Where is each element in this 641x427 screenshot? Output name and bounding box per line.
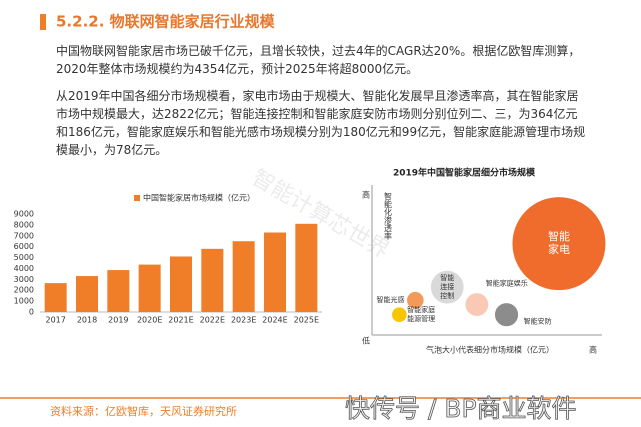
bubble bbox=[493, 302, 520, 328]
bar bbox=[201, 248, 224, 312]
y-tick-label: 5000 bbox=[14, 253, 34, 262]
bubble-label: 智能家庭能源管理 bbox=[407, 305, 435, 323]
bar bbox=[170, 256, 192, 312]
chart-title: 2019年中国智能家居细分市场规模 bbox=[393, 167, 536, 179]
bubble bbox=[511, 196, 607, 292]
paragraph: 中国物联网智能家居市场已破千亿元，且增长较快，过去4年的CAGR达20%。根据亿… bbox=[56, 44, 581, 76]
bubble-label: 智能家庭娱乐 bbox=[486, 279, 528, 288]
x-axis-label: 气泡大小代表细分市场规模（亿元） bbox=[426, 345, 554, 355]
x-tick-label: 2022E bbox=[200, 316, 225, 325]
bar bbox=[44, 283, 67, 312]
axis-end-label: 高 bbox=[362, 190, 370, 200]
bubble bbox=[406, 290, 425, 310]
bar bbox=[107, 270, 130, 312]
paragraph: 从2019年中国各细分市场规模看，家电市场由于规模大、智能化发展早且渗透率高，其… bbox=[56, 89, 586, 157]
bubble bbox=[464, 292, 490, 317]
y-tick-label: 9000 bbox=[14, 210, 34, 219]
bubble-label: 智能家电 bbox=[548, 229, 570, 256]
y-tick-label: 8000 bbox=[14, 220, 34, 229]
bar bbox=[232, 241, 255, 312]
y-tick-label: 6000 bbox=[14, 242, 34, 251]
x-tick-label: 2019 bbox=[108, 316, 128, 325]
x-tick-label: 2020E bbox=[137, 316, 162, 325]
axis-end-label: 高 bbox=[589, 345, 597, 355]
bubble-label: 智能连接控制 bbox=[440, 273, 454, 300]
bubble bbox=[391, 306, 408, 324]
watermark: 快传号 / BP商业软件 bbox=[345, 394, 577, 423]
source: 资料来源：亿欧智库，天风证券研究所 bbox=[50, 404, 237, 418]
x-tick-label: 2025E bbox=[294, 316, 319, 325]
y-tick-label: 7000 bbox=[14, 231, 34, 240]
legend-label: 中国智能家居市场规模（亿元） bbox=[143, 193, 255, 203]
legend-swatch bbox=[134, 195, 140, 201]
y-tick-label: 2000 bbox=[14, 286, 34, 295]
x-tick-label: 2017 bbox=[45, 316, 65, 325]
slide-title: 5.2.2. 物联网智能家居行业规模 bbox=[56, 13, 276, 31]
bubble-label: 智能光感 bbox=[377, 295, 405, 304]
bar bbox=[138, 264, 161, 312]
title-marker bbox=[40, 14, 46, 30]
y-tick-label: 4000 bbox=[14, 264, 34, 273]
y-tick-label: 3000 bbox=[14, 275, 34, 284]
axis-end-label: 低 bbox=[362, 336, 370, 346]
y-tick-label: 1000 bbox=[14, 297, 34, 306]
x-tick-label: 2018 bbox=[77, 316, 97, 325]
y-tick-label: 0 bbox=[29, 308, 34, 317]
x-tick-label: 2023E bbox=[231, 316, 256, 325]
bar bbox=[264, 232, 286, 312]
bar bbox=[295, 223, 318, 312]
bar bbox=[76, 276, 98, 312]
bubble bbox=[429, 269, 465, 305]
bubble-label: 智能安防 bbox=[524, 317, 552, 326]
x-tick-label: 2021E bbox=[168, 316, 193, 325]
y-axis-label: 智能化渗透率 bbox=[384, 191, 393, 241]
x-tick-label: 2024E bbox=[262, 316, 287, 325]
